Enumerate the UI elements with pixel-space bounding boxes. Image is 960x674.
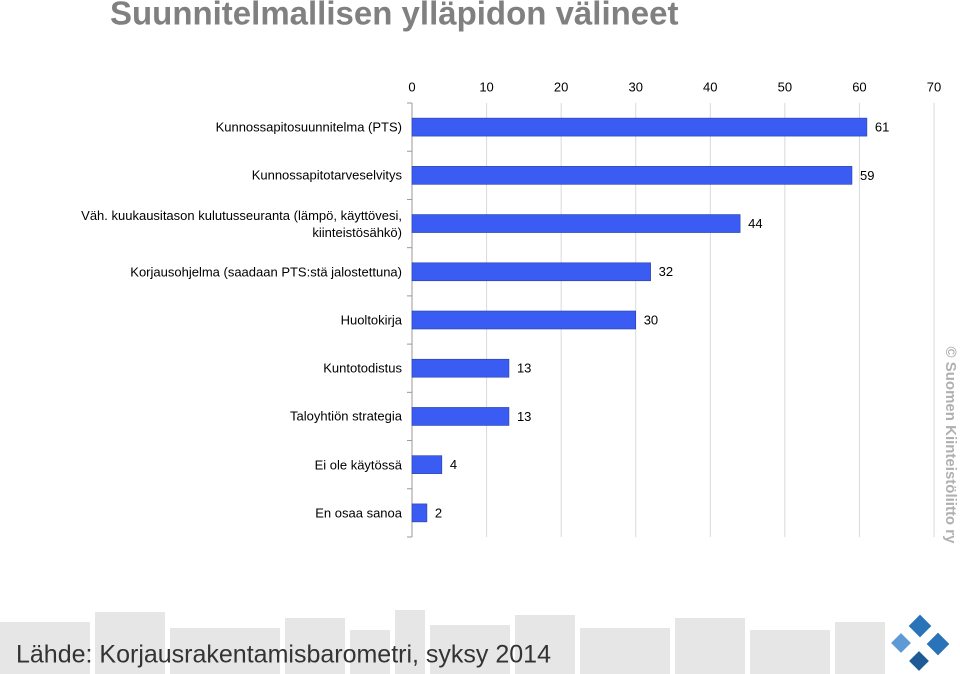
category-label: Kunnossapitosuunnitelma (PTS) (215, 119, 402, 135)
value-label: 61 (875, 120, 889, 135)
x-tick-label: 30 (628, 79, 642, 94)
category-label: Taloyhtiön strategia (289, 408, 402, 424)
bar (411, 358, 510, 378)
value-label: 4 (450, 457, 457, 472)
bar (411, 310, 637, 330)
value-label: 32 (659, 264, 673, 279)
category-label: Kunnossapitotarveselvitys (251, 167, 402, 183)
value-label: 30 (644, 312, 658, 327)
category-label: Väh. kuukausitason kulutusseuranta (lämp… (81, 207, 402, 240)
category-label: Korjausohjelma (saadaan PTS:stä jalostet… (130, 264, 402, 280)
copyright: © Suomen Kiinteistöliitto ry (942, 347, 959, 545)
value-label: 2 (435, 505, 442, 520)
logo (891, 614, 950, 671)
category-label: En osaa sanoa (315, 505, 402, 521)
bar (411, 262, 651, 282)
x-tick-label: 60 (852, 79, 866, 94)
x-tick-label: 10 (479, 79, 493, 94)
bar (411, 214, 741, 233)
x-tick-label: 40 (703, 79, 717, 94)
bar (411, 503, 428, 523)
value-label: 59 (860, 168, 874, 183)
category-label: Kuntotodistus (323, 360, 402, 376)
x-tick-label: 20 (554, 79, 568, 94)
bar (411, 407, 510, 426)
category-label: Ei ole käytössä (314, 457, 402, 473)
value-label: 44 (748, 216, 762, 231)
bar (411, 455, 443, 474)
title: Suunnitelmallisen ylläpidon välineet (110, 0, 678, 32)
x-tick-label: 0 (408, 79, 415, 94)
x-tick-label: 50 (778, 79, 792, 94)
bar (411, 166, 853, 185)
x-tick-label: 70 (927, 79, 941, 94)
bar (411, 117, 868, 137)
value-label: 13 (517, 361, 531, 376)
value-label: 13 (517, 409, 531, 424)
cityscape (0, 610, 885, 674)
category-label: Huoltokirja (340, 312, 402, 328)
source: Lähde: Korjausrakentamisbarometri, syksy… (16, 641, 551, 669)
